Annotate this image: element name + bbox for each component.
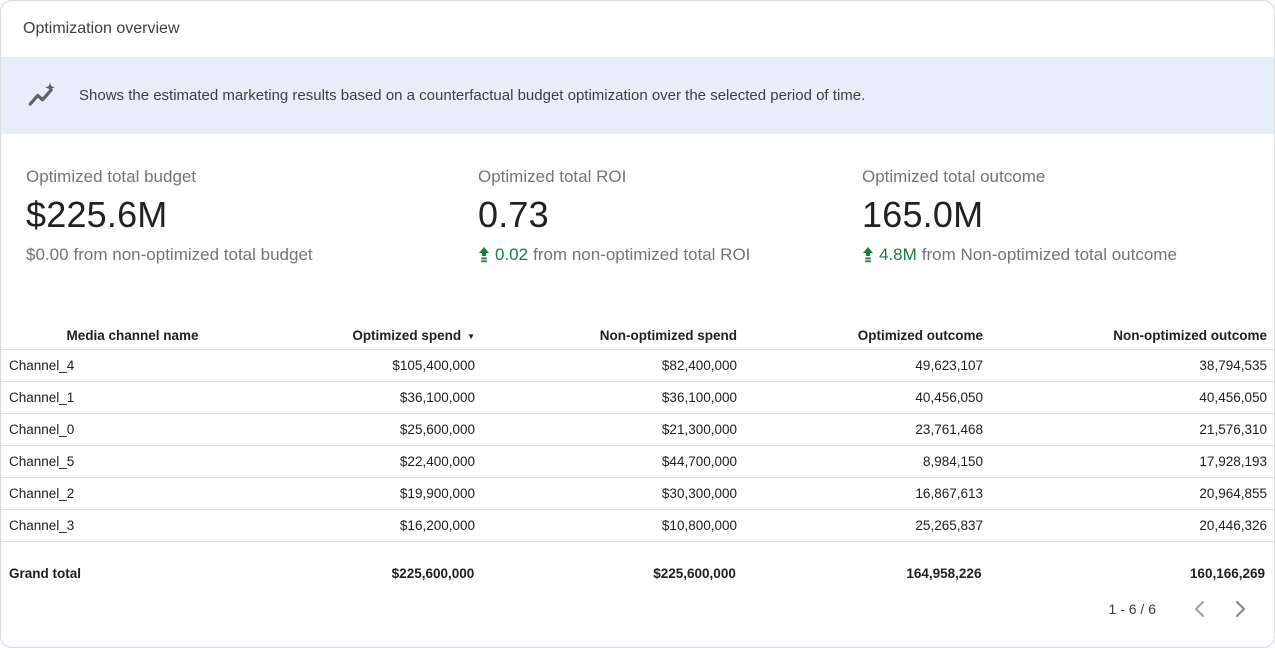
kpi-label: Optimized total ROI: [478, 167, 627, 186]
column-header-optimized-outcome[interactable]: Optimized outcome: [857, 327, 983, 343]
insights-icon: [27, 81, 57, 111]
chevron-right-icon: [1228, 597, 1252, 621]
value-cell: 40,456,050: [983, 380, 1274, 414]
grand-total-row: Grand total $225,600,000 $225,600,000 164,9…: [1, 541, 1274, 581]
value-cell: $36,100,000: [256, 380, 475, 414]
grand-total-value: 164,958,226: [906, 566, 982, 582]
value-cell: 25,265,837: [737, 508, 983, 542]
value-cell: 38,794,535: [983, 348, 1274, 382]
arrow-up-icon: [478, 247, 490, 263]
table-header-row: Media channel name Optimized spend ▼ Non-op…: [1, 321, 1274, 349]
channel-name-cell: Channel_4: [1, 348, 256, 382]
column-header-optimized-spend[interactable]: Optimized spend ▼: [352, 327, 475, 343]
kpi-value: 165.0M: [862, 194, 984, 236]
channel-name-cell: Channel_2: [1, 476, 256, 510]
value-cell: $19,900,000: [256, 476, 475, 510]
pagination-range: 1 - 6 / 6: [1108, 601, 1156, 618]
value-cell: $36,100,000: [475, 380, 737, 414]
grand-total-value: $225,600,000: [653, 566, 736, 582]
value-cell: $44,700,000: [475, 444, 737, 478]
value-cell: $30,300,000: [475, 476, 737, 510]
value-cell: $10,800,000: [475, 508, 737, 542]
kpi-delta-text: from non-optimized total budget: [73, 245, 313, 265]
info-banner: Shows the estimated marketing results ba…: [1, 57, 1274, 134]
column-header-non-optimized-outcome[interactable]: Non-optimized outcome: [1113, 327, 1267, 343]
value-cell: 20,446,326: [983, 508, 1274, 542]
kpi-value: 0.73: [478, 194, 549, 236]
grand-total-value: $225,600,000: [391, 566, 475, 582]
chevron-left-icon: [1188, 597, 1212, 621]
value-cell: 17,928,193: [983, 444, 1274, 478]
banner-description: Shows the estimated marketing results ba…: [79, 87, 866, 104]
value-cell: $22,400,000: [256, 444, 475, 478]
table-row: Channel_0 $25,600,000 $21,300,000 23,761,46…: [1, 412, 1274, 446]
next-page-button[interactable]: [1220, 595, 1260, 623]
value-cell: 21,576,310: [983, 412, 1274, 446]
value-cell: $82,400,000: [475, 348, 737, 382]
page-title: Optimization overview: [23, 20, 180, 37]
value-cell: $105,400,000: [256, 348, 475, 382]
value-cell: 40,456,050: [737, 380, 983, 414]
table-row: Channel_3 $16,200,000 $10,800,000 25,265,83…: [1, 508, 1274, 542]
pagination: 1 - 6 / 6: [1, 581, 1274, 623]
sort-desc-icon: ▼: [467, 331, 475, 341]
channel-name-cell: Channel_5: [1, 444, 256, 478]
table-row: Channel_5 $22,400,000 $44,700,000 8,984,150…: [1, 444, 1274, 478]
value-cell: $16,200,000: [256, 508, 475, 542]
value-cell: $25,600,000: [256, 412, 475, 446]
value-cell: 20,964,855: [983, 476, 1274, 510]
kpi-delta: 4.8M from Non-optimized total outcome: [862, 245, 1177, 265]
value-cell: $21,300,000: [475, 412, 737, 446]
channel-name-cell: Channel_1: [1, 380, 256, 414]
value-cell: 8,984,150: [737, 444, 983, 478]
kpi-optimized-total-budget: Optimized total budget $225.6M $0.00 fro…: [26, 167, 478, 265]
grand-total-value: 160,166,269: [1189, 566, 1265, 582]
kpi-delta-value: $0.00: [26, 245, 69, 265]
channel-name-cell: Channel_3: [1, 508, 256, 542]
grand-total-label: Grand total: [9, 566, 82, 582]
kpi-label: Optimized total budget: [26, 167, 197, 186]
kpi-optimized-total-roi: Optimized total ROI 0.73 0.02 from non-o…: [478, 167, 862, 265]
value-cell: 16,867,613: [737, 476, 983, 510]
table-row: Channel_1 $36,100,000 $36,100,000 40,456,05…: [1, 380, 1274, 414]
kpi-delta-value: 4.8M: [879, 245, 917, 265]
optimization-table: Media channel name Optimized spend ▼ Non-op…: [1, 321, 1274, 581]
channel-name-cell: Channel_0: [1, 412, 256, 446]
kpi-value: $225.6M: [26, 194, 168, 236]
kpi-delta: $0.00 from non-optimized total budget: [26, 245, 478, 265]
value-cell: 23,761,468: [737, 412, 983, 446]
kpi-delta-text: from non-optimized total ROI: [533, 245, 751, 265]
arrow-up-icon: [862, 247, 874, 263]
table-row: Channel_4 $105,400,000 $82,400,000 49,623,1…: [1, 348, 1274, 382]
table-row: Channel_2 $19,900,000 $30,300,000 16,867,61…: [1, 476, 1274, 510]
value-cell: 49,623,107: [737, 348, 983, 382]
kpi-delta-value: 0.02: [495, 245, 529, 265]
kpi-delta-text: from Non-optimized total outcome: [921, 245, 1177, 265]
kpi-delta: 0.02 from non-optimized total ROI: [478, 245, 862, 265]
kpi-label: Optimized total outcome: [862, 167, 1046, 186]
card-header: Optimization overview: [1, 1, 1274, 57]
kpi-row: Optimized total budget $225.6M $0.00 fro…: [1, 134, 1274, 265]
previous-page-button[interactable]: [1180, 595, 1220, 623]
column-header-non-optimized-spend[interactable]: Non-optimized spend: [599, 327, 737, 343]
column-header-media-channel-name[interactable]: Media channel name: [66, 327, 199, 343]
kpi-optimized-total-outcome: Optimized total outcome 165.0M 4.8M from…: [862, 167, 1177, 265]
